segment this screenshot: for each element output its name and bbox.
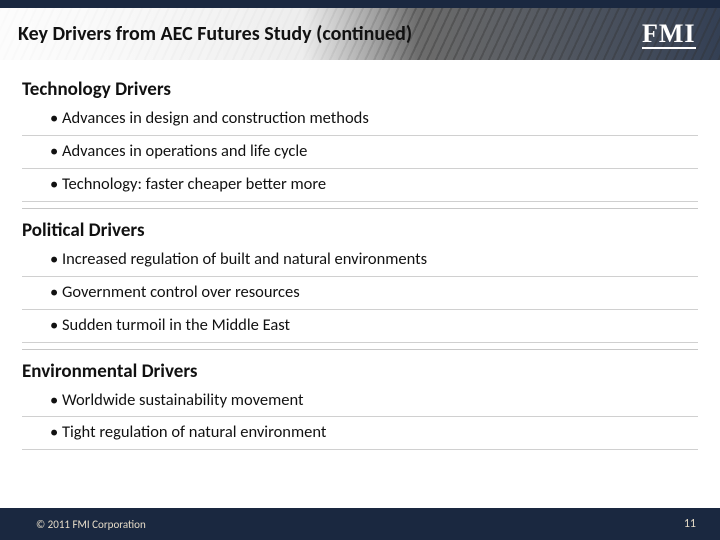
section-political: Political Drivers Increased regulation o…: [22, 208, 698, 343]
section-environmental: Environmental Drivers Worldwide sustaina…: [22, 349, 698, 451]
slide-header: Key Drivers from AEC Futures Study (cont…: [0, 0, 720, 60]
bullet-item: Government control over resources: [22, 277, 698, 310]
section-technology: Technology Drivers Advances in design an…: [22, 78, 698, 202]
bullet-item: Advances in design and construction meth…: [22, 103, 698, 136]
bullet-item: Sudden turmoil in the Middle East: [22, 310, 698, 343]
slide-content: Technology Drivers Advances in design an…: [0, 60, 720, 450]
bullet-item: Worldwide sustainability movement: [22, 385, 698, 418]
footer-page-number: 11: [684, 517, 696, 531]
bullet-item: Technology: faster cheaper better more: [22, 169, 698, 202]
section-heading-technology: Technology Drivers: [22, 78, 698, 101]
slide-footer: © 2011 FMI Corporation 11: [0, 508, 720, 540]
fmi-logo: FMI: [642, 19, 696, 49]
bullet-item: Increased regulation of built and natura…: [22, 244, 698, 277]
slide-title: Key Drivers from AEC Futures Study (cont…: [18, 22, 412, 46]
bullet-item: Tight regulation of natural environment: [22, 417, 698, 450]
logo-text: FMI: [642, 19, 696, 48]
section-heading-environmental: Environmental Drivers: [22, 360, 698, 383]
footer-copyright: © 2011 FMI Corporation: [36, 518, 146, 531]
bullet-item: Advances in operations and life cycle: [22, 136, 698, 169]
section-heading-political: Political Drivers: [22, 219, 698, 242]
